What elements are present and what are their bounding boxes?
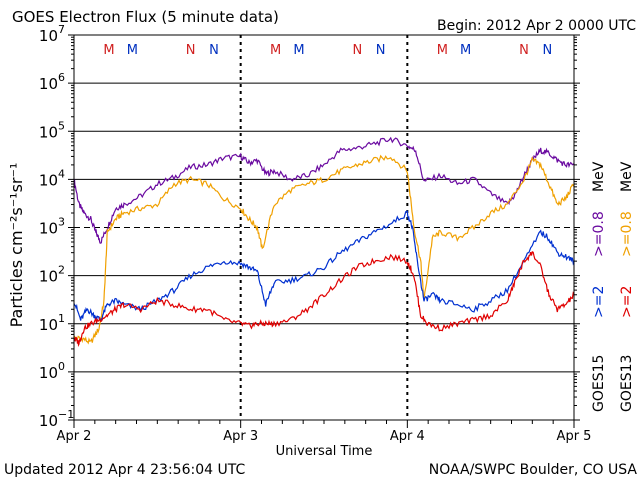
orbit-marker: N (376, 43, 386, 58)
orbit-marker: N (542, 43, 552, 58)
orbit-marker: N (352, 43, 362, 58)
y-axis-title: Particles cm⁻²s⁻¹sr⁻¹ (7, 163, 26, 328)
y-tick-label: 10 (39, 316, 58, 334)
orbit-marker: M (293, 43, 304, 58)
orbit-marker: M (437, 43, 448, 58)
orbit-marker: N (519, 43, 529, 58)
y-tick-label: 10 (39, 220, 58, 238)
y-tick-label: 10 (39, 364, 58, 382)
y-tick-label: 10 (39, 171, 58, 189)
x-tick-label: Apr 5 (557, 429, 592, 444)
grid-lines (74, 35, 574, 420)
legend-mev-15: MeV (591, 161, 607, 192)
y-tick-exponent: 4 (58, 167, 65, 180)
legend-mev-13: MeV (619, 161, 635, 192)
series-line (73, 154, 575, 345)
x-tick-label: Apr 2 (57, 429, 92, 444)
orbit-marker: N (186, 43, 196, 58)
x-tick-label: Apr 3 (223, 429, 258, 444)
orbit-marker: M (127, 43, 138, 58)
x-tick-label: Apr 4 (390, 429, 425, 444)
legend-goes15: GOES15 (591, 355, 607, 412)
y-tick-exponent: 5 (58, 119, 65, 132)
y-tick-exponent: 3 (58, 216, 65, 229)
legend-goes13: GOES13 (619, 355, 635, 412)
y-tick-exponent: 0 (58, 360, 65, 373)
y-tick-label: 10 (39, 123, 58, 141)
series-line (73, 210, 575, 322)
series-line (73, 251, 575, 347)
orbit-marker: N (209, 43, 219, 58)
right-legend: GOES13 GOES15 >=2 >=0.8 MeV >=2 >=0.8 Me… (591, 161, 635, 412)
legend-goes13-2mev: >=2 (619, 286, 635, 318)
y-tick-label: 10 (39, 268, 58, 286)
y-tick-exponent: 7 (58, 23, 65, 36)
y-tick-label: 10 (39, 27, 58, 45)
orbit-marker: M (270, 43, 281, 58)
y-tick-exponent: 6 (58, 71, 65, 84)
legend-goes13-08mev: >=0.8 (619, 211, 635, 257)
credit-label: NOAA/SWPC Boulder, CO USA (429, 462, 638, 478)
y-tick-exponent: 2 (58, 264, 65, 277)
y-tick-label: 10 (39, 75, 58, 93)
orbit-marker: M (460, 43, 471, 58)
updated-label: Updated 2012 Apr 4 23:56:04 UTC (4, 462, 245, 478)
y-tick-exponent: −1 (58, 408, 74, 421)
x-axis-title: Universal Time (276, 444, 373, 459)
y-tick-exponent: 1 (58, 312, 65, 325)
begin-label: Begin: 2012 Apr 2 0000 UTC (437, 18, 636, 34)
legend-goes15-2mev: >=2 (591, 286, 607, 318)
legend-goes15-08mev: >=0.8 (591, 211, 607, 257)
orbit-marker: M (103, 43, 114, 58)
chart-title: GOES Electron Flux (5 minute data) (12, 8, 279, 26)
series-lines (73, 136, 575, 347)
y-tick-label: 10 (39, 412, 58, 430)
